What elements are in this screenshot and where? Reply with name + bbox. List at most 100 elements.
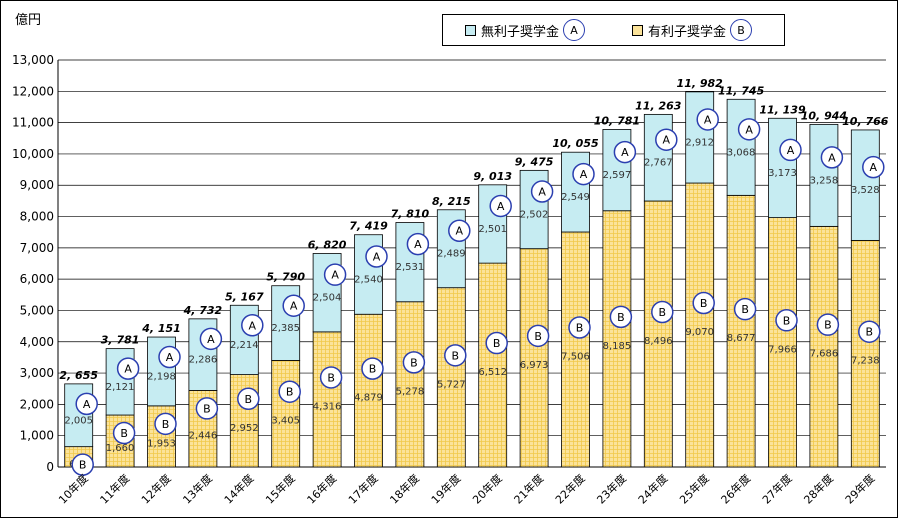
marker-b-circle-ring <box>775 309 798 332</box>
bar-segment-yu-rishi <box>685 182 715 468</box>
data-label-yu-rishi: 6,973 <box>520 360 549 371</box>
marker-a-circle: A <box>820 146 844 169</box>
legend-swatch-a <box>465 24 476 36</box>
y-tick-label: 0 <box>46 460 54 474</box>
total-label: 8, 215 <box>432 195 471 208</box>
y-tick-label: 9,000 <box>20 178 54 192</box>
x-tick-label: 17年度 <box>345 471 380 506</box>
y-tick-label: 3,000 <box>20 366 54 380</box>
marker-b-circle-ring <box>526 324 550 348</box>
marker-a-circle: A <box>572 162 595 186</box>
total-label: 11, 745 <box>718 84 765 97</box>
legend: 無利子奨学金 A 有利子奨学金 B <box>442 14 785 46</box>
data-label-mu-rishi: 2,385 <box>271 323 300 334</box>
total-label: 5, 790 <box>266 271 305 284</box>
marker-b-circle: B <box>278 380 301 403</box>
bar-segment-yu-rishi <box>726 194 756 468</box>
x-tick-label: 19年度 <box>428 471 463 506</box>
total-label: 7, 419 <box>349 220 388 233</box>
marker-b-circle-letter: B <box>700 297 708 310</box>
legend-swatch-b <box>632 24 643 36</box>
total-label: 4, 732 <box>183 304 223 317</box>
x-tick-label: 23年度 <box>594 471 629 506</box>
marker-a-circle: A <box>448 219 471 242</box>
data-label-yu-rishi: 7,238 <box>851 356 880 367</box>
marker-b-circle: B <box>609 305 633 329</box>
marker-a-circle: A <box>241 314 264 337</box>
data-label-yu-rishi: 8,185 <box>603 341 632 352</box>
marker-b-circle-ring <box>733 297 757 321</box>
total-label: 7, 810 <box>391 208 430 221</box>
total-label: 2, 655 <box>59 369 98 382</box>
data-label-mu-rishi: 2,549 <box>561 192 590 203</box>
marker-a-circle: A <box>158 345 181 369</box>
marker-b-circle: B <box>112 421 136 445</box>
marker-a-circle-letter: A <box>663 134 671 147</box>
y-tick-label: 7,000 <box>20 241 54 255</box>
marker-b-circle-ring <box>816 313 840 336</box>
data-label-mu-rishi: 2,501 <box>478 224 507 235</box>
marker-b-circle-ring <box>651 300 674 324</box>
data-label-mu-rishi: 2,198 <box>147 371 176 382</box>
marker-b-circle: B <box>858 320 881 343</box>
y-tick-label: 12,000 <box>12 84 54 98</box>
total-label: 6, 820 <box>308 238 347 251</box>
data-label-yu-rishi: 1,953 <box>147 438 176 449</box>
marker-a-circle-ring <box>820 146 844 169</box>
legend-label-a: 無利子奨学金 <box>481 24 560 40</box>
marker-a-circle: A <box>655 128 678 151</box>
marker-b-circle-letter: B <box>824 319 832 332</box>
bar-segment-mu-rishi <box>726 98 756 196</box>
total-label: 4, 151 <box>141 322 181 335</box>
marker-a-circle: A <box>489 194 512 218</box>
marker-a-circle-letter: A <box>456 225 464 238</box>
bar-segment-mu-rishi <box>395 222 425 303</box>
marker-a-circle: A <box>199 327 223 351</box>
marker-b-circle: B <box>692 291 715 315</box>
marker-a-circle-ring <box>737 118 761 141</box>
data-label-mu-rishi: 2,121 <box>106 382 135 393</box>
data-label-yu-rishi: 2,446 <box>189 431 218 442</box>
bar-segment-mu-rishi <box>768 117 797 219</box>
marker-a-circle-letter: A <box>621 146 629 159</box>
marker-a-circle-letter: A <box>828 151 836 164</box>
marker-a-circle-ring <box>613 140 637 164</box>
marker-b-circle-ring <box>112 421 136 445</box>
marker-a-circle: A <box>862 155 885 179</box>
data-label-mu-rishi: 3,258 <box>810 175 839 186</box>
marker-b-circle-ring <box>154 412 177 436</box>
marker-a-circle-letter: A <box>207 333 215 346</box>
marker-a-circle-ring <box>241 314 264 337</box>
x-tick-label: 10年度 <box>55 471 90 506</box>
marker-a-circle: A <box>779 138 802 162</box>
data-label-mu-rishi: 2,214 <box>230 340 259 351</box>
data-label-mu-rishi: 3,528 <box>851 185 880 196</box>
x-tick-label: 20年度 <box>469 471 504 506</box>
total-label: 11, 263 <box>635 99 682 112</box>
marker-a-circle-ring <box>323 263 347 286</box>
marker-b-circle-letter: B <box>162 418 170 431</box>
legend-marker-a: A <box>563 19 586 41</box>
marker-a-circle: A <box>696 108 719 131</box>
marker-a-circle-letter: A <box>497 200 505 213</box>
marker-a-circle-ring <box>75 392 98 416</box>
y-tick-label: 1,000 <box>20 429 54 443</box>
marker-b-circle: B <box>816 313 840 336</box>
data-label-yu-rishi: 4,879 <box>354 393 383 404</box>
marker-b-circle-ring <box>609 305 633 329</box>
legend-item-mu-rishi: 無利子奨学金 A <box>465 15 586 45</box>
marker-a-circle-letter: A <box>249 319 257 332</box>
marker-b-circle-letter: B <box>534 330 542 343</box>
data-label-mu-rishi: 2,502 <box>520 210 549 221</box>
bar-segment-yu-rishi <box>809 225 839 468</box>
marker-a-circle-ring <box>696 108 719 131</box>
total-label: 3, 781 <box>101 334 140 347</box>
data-label-mu-rishi: 3,068 <box>727 147 756 158</box>
marker-a-circle: A <box>282 294 305 317</box>
marker-b-circle: B <box>319 366 343 389</box>
marker-b-circle-letter: B <box>410 356 418 369</box>
x-tick-label: 21年度 <box>511 471 546 506</box>
marker-a-circle-letter: A <box>290 300 298 313</box>
